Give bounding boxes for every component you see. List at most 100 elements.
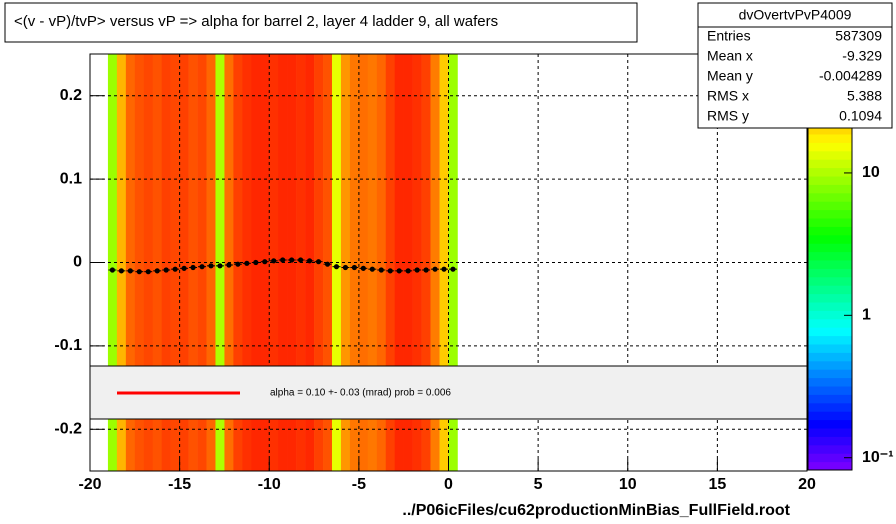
palette-swatch [808,260,852,269]
palette-swatch [808,243,852,253]
palette-swatch [808,218,852,227]
stats-box [697,2,893,129]
profile-point [262,259,268,265]
y-tick-label: 0 [73,254,82,271]
palette-swatch [808,234,852,244]
profile-point [315,259,322,265]
stat-value: -0.004289 [819,68,882,84]
stat-value: 0.1094 [839,108,882,124]
palette-swatch [808,159,852,169]
profile-point [432,266,438,272]
palette-swatch [808,184,852,194]
stat-name: Mean x [707,48,753,64]
profile-point [441,266,447,272]
heat-column [143,54,154,471]
profile-point [289,257,295,263]
stat-value: -9.329 [842,48,882,64]
palette-swatch [808,167,852,177]
profile-point [181,265,187,271]
heat-column [161,54,171,471]
heat-column [358,54,369,471]
stat-name: RMS y [707,108,749,124]
heat-column [125,54,136,471]
profile-point [244,260,250,266]
palette-swatch [808,125,852,135]
palette-swatch [808,142,852,152]
palette-swatch [808,402,852,412]
palette-swatch [808,209,852,219]
heat-column [107,54,118,471]
z-tick-label: 10⁻¹ [862,449,894,466]
title-box [4,2,638,43]
heat-column [215,54,225,471]
palette-swatch [808,268,852,278]
profile-point [109,267,116,273]
profile-point [253,259,259,266]
palette-swatch [808,318,852,328]
profile-point [208,263,214,269]
profile-point [423,267,429,273]
palette-swatch [808,453,852,463]
profile-point [163,267,169,273]
stats-title: dvOvertvPvP4009 [739,7,852,23]
profile-point [351,264,357,271]
profile-point [226,262,232,268]
stats-rows: Entries 587309 Mean x -9.329 Mean y -0.004289… [707,28,882,124]
fit-label: alpha = 0.10 +- 0.03 (mrad) prob = 0.006 [270,388,451,399]
palette-swatch [808,436,852,446]
palette-swatch [808,226,852,236]
heat-column [412,54,422,471]
palette-swatch [808,276,852,286]
profile-point [136,269,142,275]
palette-swatch [808,386,852,395]
palette-swatch [808,344,852,353]
y-tick-label: -0.1 [54,337,82,354]
palette-swatch [808,335,852,345]
palette-swatch [808,419,852,429]
palette-swatch [808,310,852,320]
x-tick-label: -15 [168,476,191,493]
heat-column [179,54,189,471]
plot-frame [89,53,808,472]
y-tick-label: 0.1 [60,170,82,187]
profile-point [378,267,384,273]
palette-swatch [808,360,852,370]
heat-column [448,54,458,471]
palette-swatch [808,293,852,303]
chart-title: <(v - vP)/tvP> versus vP => alpha for ba… [14,13,498,30]
x-tick-label: 5 [534,476,543,493]
profile-point [118,268,124,274]
profile-point [414,267,420,273]
profile-point [127,268,133,274]
profile-point [280,257,286,263]
stat-name: Mean y [707,68,753,84]
x-axis-label: ../P06icFiles/cu62productionMinBias_Full… [402,502,790,519]
profile-point [396,268,402,274]
palette-swatch [808,251,852,261]
profile-point [154,268,160,274]
x-tick-label: 10 [619,476,637,493]
palette-swatch [808,285,852,295]
stat-value: 5.388 [847,88,882,104]
y-tick-label: -0.2 [54,421,82,438]
x-tick-label: 0 [444,476,453,493]
palette-swatch [808,411,852,421]
profile-point [145,269,151,275]
palette-swatch [808,176,852,185]
profile-point [360,265,366,271]
x-tick-label: 20 [798,476,816,493]
palette-swatch [808,150,852,160]
stat-name: RMS x [707,88,749,104]
palette-swatch [808,377,852,387]
profile-point [333,264,340,270]
profile-point [342,264,349,271]
profile-point [217,263,223,269]
stat-name: Entries [707,28,751,44]
palette-swatch [808,352,852,362]
x-tick-label: -5 [352,476,366,493]
x-tick-label: -10 [258,476,281,493]
palette-swatch [808,201,852,211]
x-tick-label: 15 [708,476,726,493]
heat-column [197,54,207,471]
palette-swatch [808,369,852,379]
